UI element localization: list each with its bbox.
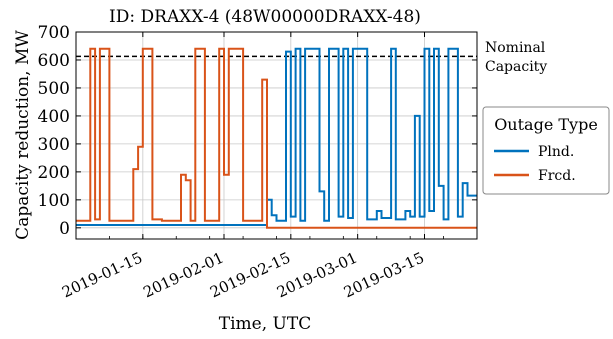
y-tick-label: 300 bbox=[38, 135, 70, 155]
plot-frame bbox=[75, 31, 478, 240]
y-tick-label: 500 bbox=[38, 79, 70, 99]
legend-frame bbox=[482, 106, 610, 195]
series-group bbox=[76, 47, 477, 229]
y-axis-label: Capacity reduction, MW bbox=[13, 30, 33, 240]
plot-frame-bg bbox=[76, 32, 477, 239]
y-tick-label: 700 bbox=[38, 23, 70, 43]
legend-label-frcd: Frcd. bbox=[538, 168, 576, 184]
legend-label-plnd: Plnd. bbox=[538, 144, 574, 160]
y-tick-label: 200 bbox=[38, 163, 70, 183]
nominal-label-line2: Capacity bbox=[485, 59, 547, 75]
nominal-label-line1: Nominal bbox=[485, 40, 546, 56]
chart-title: ID: DRAXX-4 (48W00000DRAXX-48) bbox=[109, 7, 421, 27]
y-tick-label: 0 bbox=[59, 219, 70, 239]
legend-title: Outage Type bbox=[494, 115, 598, 134]
legend: Outage Type Plnd. Frcd. bbox=[482, 106, 610, 195]
y-tick-label: 600 bbox=[38, 51, 70, 71]
series-line-frcd bbox=[76, 47, 477, 229]
x-axis-label: Time, UTC bbox=[219, 314, 311, 334]
y-axis-ticks: 0 100 200 300 400 500 600 700 bbox=[38, 23, 477, 239]
x-tick-label: 2019-01-15 bbox=[59, 248, 145, 301]
y-tick-label: 400 bbox=[38, 107, 70, 127]
series-line-plnd bbox=[76, 47, 477, 226]
plot-area: 2019-01-152019-02-012019-02-152019-03-01… bbox=[38, 23, 478, 301]
y-tick-label: 100 bbox=[38, 191, 70, 211]
